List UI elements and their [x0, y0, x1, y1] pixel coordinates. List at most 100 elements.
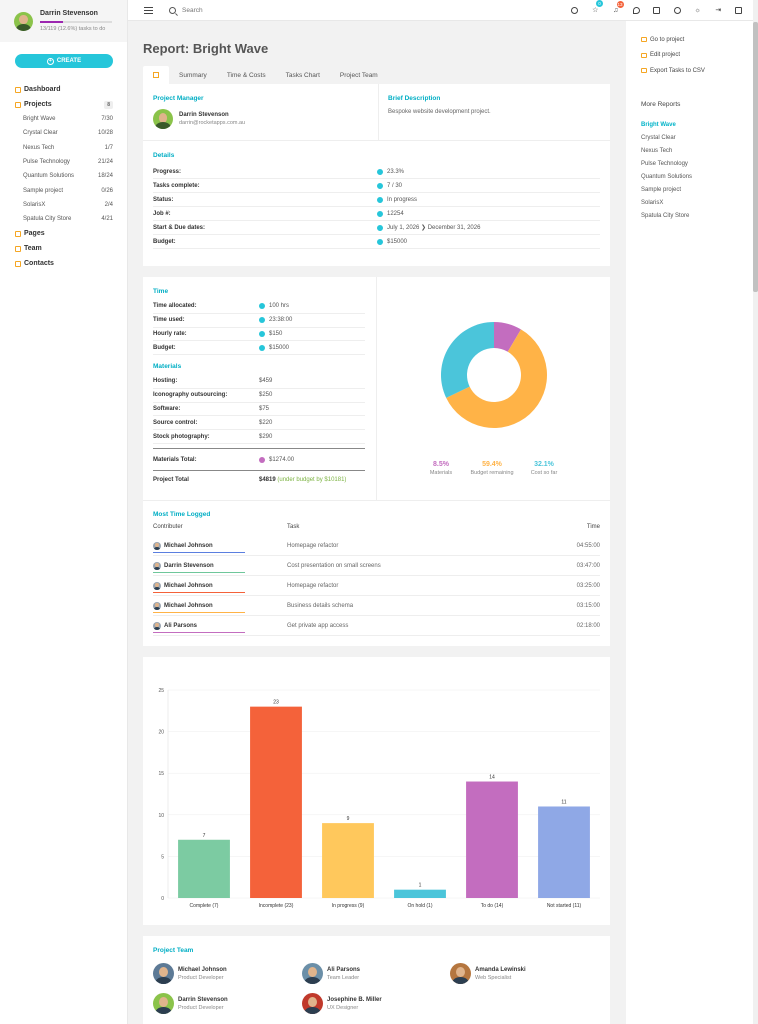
value-icon: [259, 330, 265, 337]
detail-value-text: 12254: [387, 210, 404, 217]
sidebar-project-item[interactable]: Sample project 0/26: [15, 183, 113, 197]
detail-value-text: 23.3%: [387, 168, 405, 175]
tab-project-team[interactable]: Project Team: [339, 71, 378, 79]
contributor: Darrin Stevenson: [153, 561, 287, 570]
time-logged-list: Michael Johnson Homepage refactor 04:55:00…: [153, 536, 600, 636]
donut-slice-cost-so-far[interactable]: [441, 322, 494, 398]
bar[interactable]: [394, 889, 446, 898]
detail-row: Budget: $15000: [153, 235, 600, 249]
sidebar-project-item[interactable]: Nexus Tech 1/7: [15, 141, 113, 155]
contributor-name: Michael Johnson: [164, 602, 213, 609]
bar[interactable]: [250, 706, 302, 898]
team-member-avatar: [153, 963, 174, 984]
donut-slice-budget-remaining[interactable]: [446, 329, 547, 428]
clock-icon[interactable]: [565, 6, 586, 14]
tab-time-costs[interactable]: Time & Costs: [226, 71, 266, 79]
user-avatar[interactable]: [14, 11, 33, 31]
brightness-icon[interactable]: ☼: [694, 6, 701, 14]
logout-icon[interactable]: ⇥: [715, 7, 722, 14]
team-member-info: Amanda Lewinski Web Specialist: [475, 967, 526, 981]
help-icon[interactable]: [667, 6, 688, 14]
brief-description-title: Brief Description: [388, 95, 441, 102]
legend-cost-so-far-label: Cost so far: [530, 470, 558, 476]
task-name: Business details schema: [287, 602, 354, 609]
donut-slice-materials[interactable]: [494, 322, 521, 352]
cost-value-text: 100 hrs: [269, 303, 290, 310]
sidebar-item-team[interactable]: Team: [15, 241, 113, 256]
bar[interactable]: [322, 823, 374, 898]
cost-value: 23:38:00: [259, 317, 292, 324]
menu-icon[interactable]: [144, 6, 153, 14]
cost-value: $75: [259, 406, 269, 412]
search-input[interactable]: [182, 6, 302, 14]
create-label: CREATE: [56, 58, 82, 64]
report-link[interactable]: Pulse Technology: [641, 161, 688, 167]
star-icon[interactable]: ☆ 0: [585, 0, 606, 14]
report-link[interactable]: Bright Wave: [641, 122, 676, 128]
report-link[interactable]: Sample project: [641, 187, 682, 193]
sidebar-project-item[interactable]: Spatula City Store 4/21: [15, 212, 113, 226]
edit-project-link[interactable]: Edit project: [626, 48, 753, 64]
detail-label: Job #:: [153, 210, 171, 217]
report-link[interactable]: Spatula City Store: [641, 213, 690, 219]
cost-label: Iconography outsourcing:: [153, 392, 228, 399]
y-tick-label: 10: [158, 813, 164, 819]
sidebar-project-item[interactable]: Quantum Solutions 18/24: [15, 169, 113, 183]
scrollbar-thumb[interactable]: [753, 22, 758, 292]
contributor: Ali Parsons: [153, 621, 287, 630]
time-value: 04:55:00: [576, 542, 600, 549]
brief-description-text: Bespoke website development project.: [388, 109, 491, 115]
sidebar-item-dashboard[interactable]: Dashboard: [15, 82, 113, 97]
export-csv-link[interactable]: Export Tasks to CSV: [626, 63, 753, 79]
contributor-name: Michael Johnson: [164, 582, 213, 589]
action-label: Go to project: [650, 36, 685, 43]
project-total-row: Project Total $4819 (under budget by $10…: [153, 473, 365, 487]
team-member-avatar: [302, 993, 323, 1014]
tab-summary[interactable]: Summary: [179, 71, 207, 79]
team-member[interactable]: Michael Johnson Product Developer: [153, 963, 227, 984]
bar[interactable]: [178, 839, 230, 898]
sidebar-project-item[interactable]: Pulse Technology 21/24: [15, 155, 113, 169]
sidebar-item-projects[interactable]: Projects 8: [15, 97, 113, 112]
search-icon[interactable]: [169, 6, 176, 14]
print-icon[interactable]: [647, 6, 668, 14]
team-member[interactable]: Josephine B. Miller UX Designer: [302, 993, 382, 1014]
sidebar-item-contacts[interactable]: Contacts: [15, 256, 113, 271]
report-link[interactable]: Crystal Clear: [641, 135, 676, 141]
bar[interactable]: [466, 781, 518, 898]
team-member-info: Darrin Stevenson Product Developer: [178, 997, 228, 1011]
sidebar-project-item[interactable]: Crystal Clear 10/28: [15, 126, 113, 140]
detail-row: Job #: 12254: [153, 207, 600, 221]
report-link[interactable]: Nexus Tech: [641, 148, 673, 154]
sidebar-project-item[interactable]: Bright Wave 7/30: [15, 112, 113, 126]
detail-value-text: In progress: [387, 196, 418, 203]
pm-email[interactable]: darrin@rocketapps.com.au: [179, 120, 246, 126]
tab-overview[interactable]: [143, 66, 169, 84]
project-total-amount: $4819: [259, 477, 276, 483]
panel-toggle-icon[interactable]: [729, 6, 750, 14]
team-member-avatar: [302, 963, 323, 984]
team-member-name: Michael Johnson: [178, 966, 227, 973]
chat-icon[interactable]: [626, 6, 647, 14]
team-member[interactable]: Ali Parsons Team Leader: [302, 963, 360, 984]
page-scrollbar[interactable]: [753, 0, 758, 1024]
report-link[interactable]: Quantum Solutions: [641, 174, 693, 180]
x-tick-label: Complete (7): [190, 903, 219, 909]
report-link[interactable]: SolarisX: [641, 200, 664, 206]
bell-icon[interactable]: ♫ 13: [613, 0, 624, 14]
team-member[interactable]: Amanda Lewinski Web Specialist: [450, 963, 526, 984]
team-member-role: Web Specialist: [475, 974, 512, 981]
contacts-icon: [15, 260, 21, 267]
create-button[interactable]: + CREATE: [15, 54, 113, 68]
team-member[interactable]: Darrin Stevenson Product Developer: [153, 993, 228, 1014]
sidebar-item-pages[interactable]: Pages: [15, 226, 113, 241]
go-to-project-link[interactable]: Go to project: [626, 32, 753, 48]
contributor-color-bar: [153, 611, 245, 613]
sidebar-project-item[interactable]: SolarisX 2/4: [15, 198, 113, 212]
project-name: Sample project: [23, 187, 64, 194]
bar[interactable]: [538, 806, 590, 898]
project-manager-title: Project Manager: [153, 95, 204, 102]
detail-value: July 1, 2026 ❯ December 31, 2026: [377, 224, 480, 231]
cost-value: $15000: [259, 344, 289, 351]
tab-tasks-chart[interactable]: Tasks Chart: [285, 71, 320, 79]
